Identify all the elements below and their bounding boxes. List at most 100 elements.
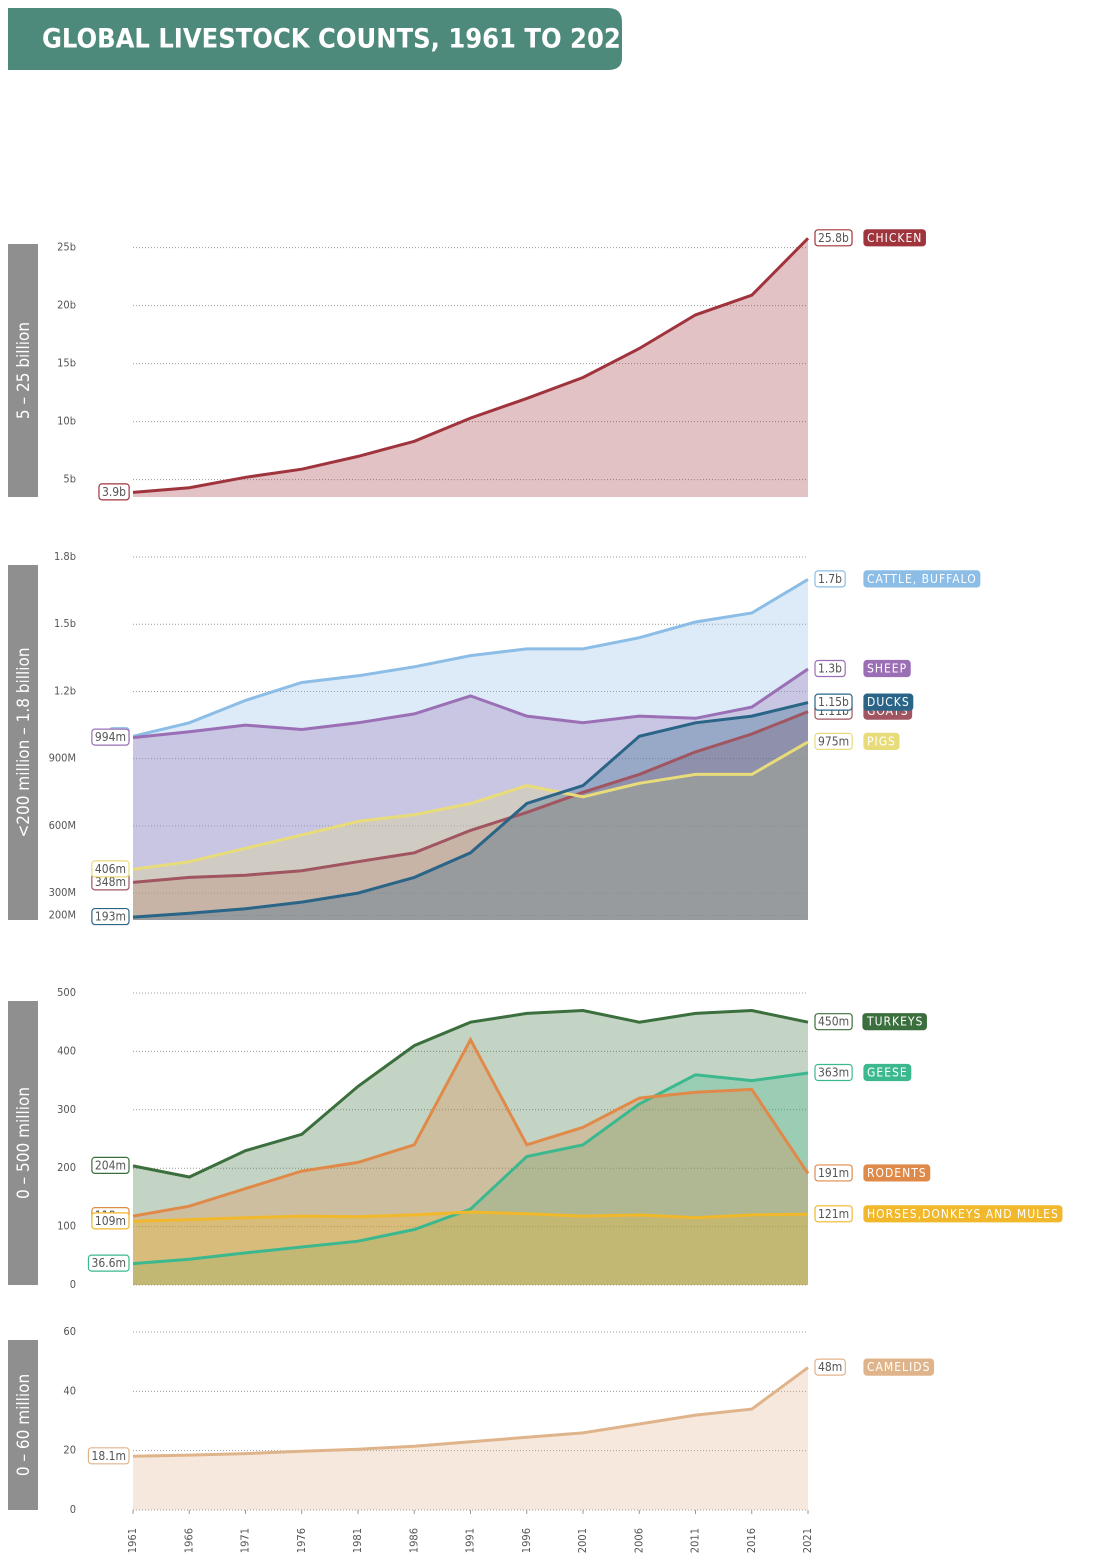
value-label-box xyxy=(814,1164,853,1182)
series-name: CATTLE, BUFFALO xyxy=(867,572,977,586)
area xyxy=(133,1039,808,1285)
area xyxy=(133,711,808,920)
y-tick-label: 400 xyxy=(57,1044,76,1057)
series-name-box xyxy=(863,1205,1063,1223)
value-label: 48m xyxy=(818,1360,842,1374)
line xyxy=(132,710,809,884)
x-tick-label: 1981 xyxy=(351,1528,364,1553)
value-label-box xyxy=(91,860,130,878)
value-label-box xyxy=(814,693,853,711)
value-label: 406m xyxy=(95,862,126,876)
y-tick-label: 25b xyxy=(57,241,76,254)
value-label-box xyxy=(98,483,130,501)
value-label-box xyxy=(814,732,853,750)
value-label: 1.7b xyxy=(818,572,842,586)
axis-band xyxy=(8,1340,38,1510)
axis-label: 0 – 60 million xyxy=(14,1374,34,1476)
y-tick-label: 1.2b xyxy=(54,684,76,697)
series-name-box xyxy=(863,229,926,247)
value-label: 363m xyxy=(818,1066,849,1080)
y-tick-label: 1.8b xyxy=(54,550,76,563)
area xyxy=(133,702,808,920)
x-tick-label: 2006 xyxy=(632,1528,645,1553)
value-label-box xyxy=(814,570,846,588)
value-label: 18.1m xyxy=(91,1449,126,1463)
series-name: TURKEYS xyxy=(866,1015,923,1029)
series-name-box xyxy=(862,1013,927,1031)
y-tick-label: 40 xyxy=(63,1384,76,1397)
value-label-box xyxy=(814,1205,853,1223)
line xyxy=(132,740,809,871)
y-tick-label: 200 xyxy=(57,1161,76,1174)
line xyxy=(132,667,809,740)
series-name-box xyxy=(863,1063,912,1082)
x-tick-label: 1986 xyxy=(407,1528,420,1553)
chart-title: GLOBAL LIVESTOCK COUNTS, 1961 TO 2021 xyxy=(42,24,638,55)
line xyxy=(132,1071,809,1266)
value-label-box xyxy=(91,1156,130,1174)
series-name: RODENTS xyxy=(867,1166,927,1180)
value-label: 450m xyxy=(818,1015,849,1029)
x-tick-label: 1976 xyxy=(295,1528,308,1553)
line xyxy=(132,1210,809,1223)
y-tick-label: 300M xyxy=(49,886,76,899)
y-tick-label: 60 xyxy=(63,1325,76,1338)
value-label: 193m xyxy=(95,910,126,924)
area xyxy=(133,1212,808,1285)
title-banner xyxy=(8,8,622,70)
value-label: 348m xyxy=(95,875,126,889)
value-label-box xyxy=(814,659,846,678)
x-tick-label: 1991 xyxy=(464,1528,477,1553)
x-tick-label: 1971 xyxy=(239,1528,252,1553)
line xyxy=(132,701,809,919)
axis-label: 5 – 25 billion xyxy=(14,322,34,419)
x-tick-label: 1961 xyxy=(126,1528,139,1553)
value-label-box xyxy=(91,728,130,746)
axis-label: 0 – 500 million xyxy=(14,1087,34,1199)
line xyxy=(132,1366,809,1458)
value-label-box xyxy=(87,1447,130,1465)
y-tick-label: 15b xyxy=(57,357,76,370)
y-tick-label: 0 xyxy=(70,1503,76,1516)
series-name-box xyxy=(863,659,911,678)
x-tick-label: 2011 xyxy=(689,1528,702,1553)
y-tick-label: 900M xyxy=(49,752,76,765)
value-label-box xyxy=(91,907,130,926)
area xyxy=(133,669,808,920)
value-label-box xyxy=(87,1254,130,1272)
series-name: CHICKEN xyxy=(867,231,922,245)
area xyxy=(133,1367,808,1510)
series-name: DUCKS xyxy=(867,695,910,709)
x-tick-label: 1996 xyxy=(520,1528,533,1553)
value-label: 25.8b xyxy=(818,231,849,245)
value-label: 1.3b xyxy=(818,662,842,676)
y-tick-label: 100 xyxy=(57,1220,76,1233)
value-label: 36.6m xyxy=(91,1256,126,1270)
line xyxy=(132,237,810,494)
series-name: HORSES,DONKEYS AND MULES xyxy=(867,1207,1059,1221)
series-name: SHEEP xyxy=(867,662,907,676)
value-label: 975m xyxy=(818,734,849,748)
series-name-box xyxy=(863,693,914,711)
y-tick-label: 20b xyxy=(57,299,76,312)
value-label-box xyxy=(814,1358,846,1376)
axis-band xyxy=(8,1001,38,1285)
value-label-box xyxy=(814,1063,853,1082)
value-label: 3.9b xyxy=(102,485,126,499)
x-tick-label: 2016 xyxy=(745,1528,758,1553)
y-tick-label: 1.5b xyxy=(54,617,76,630)
y-tick-label: 20 xyxy=(63,1444,76,1457)
y-tick-label: 500 xyxy=(57,986,76,999)
value-label: 1.15b xyxy=(818,695,849,709)
y-tick-label: 0 xyxy=(70,1278,76,1291)
area xyxy=(133,238,808,498)
series-name: PIGS xyxy=(867,734,896,748)
value-label: 121m xyxy=(818,1207,849,1221)
axis-label: <200 million – 1.8 billion xyxy=(14,647,34,837)
y-tick-label: 5b xyxy=(63,473,76,486)
series-name: GEESE xyxy=(867,1066,908,1080)
value-label-box xyxy=(814,1013,853,1031)
value-label: 204m xyxy=(95,1158,126,1172)
line xyxy=(132,1008,809,1179)
